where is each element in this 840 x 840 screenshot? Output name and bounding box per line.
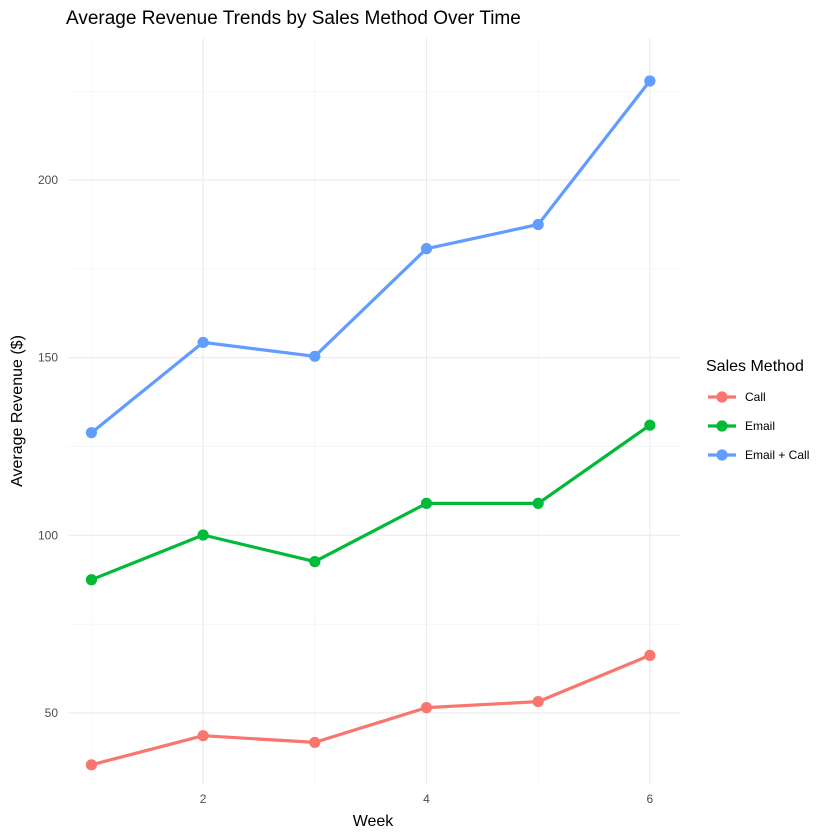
y-tick-label: 100 (38, 528, 58, 542)
data-point-email-call (309, 350, 321, 362)
legend-item-call: Call (708, 390, 766, 404)
data-point-email-call (85, 427, 98, 439)
grid (68, 38, 680, 784)
data-point-email (644, 419, 656, 431)
data-point-email (420, 497, 433, 509)
data-point-call (197, 730, 209, 742)
data-point-call (309, 736, 321, 749)
legend-label: Call (745, 390, 766, 404)
series-email-call (85, 75, 656, 439)
series-call (85, 649, 656, 771)
series-line-email (90, 423, 651, 582)
series-layer (85, 75, 656, 771)
legend-title: Sales Method (706, 358, 804, 375)
y-axis-title: Average Revenue ($) (9, 335, 26, 487)
legend-key-point (716, 420, 728, 432)
series-line-email-call (90, 80, 652, 434)
data-point-email (532, 497, 544, 509)
data-point-call (85, 759, 98, 771)
x-tick-label: 4 (423, 792, 430, 806)
data-point-email-call (644, 75, 656, 87)
data-point-email-call (532, 218, 544, 231)
series-line-call (91, 653, 651, 767)
legend-item-email-call: Email + Call (708, 448, 809, 462)
x-axis-ticks: 2 4 6 (200, 792, 654, 806)
chart-title: Average Revenue Trends by Sales Method O… (66, 8, 521, 29)
data-point-email (85, 574, 98, 586)
legend-label: Email (745, 419, 775, 433)
y-axis-ticks: 50 100 150 200 (38, 173, 58, 720)
legend-label: Email + Call (745, 448, 809, 462)
x-axis-title: Week (353, 813, 395, 830)
series-email (85, 419, 656, 586)
legend-item-email: Email (708, 419, 775, 433)
data-point-call (644, 649, 656, 662)
y-tick-label: 200 (38, 173, 58, 187)
y-tick-label: 150 (38, 351, 58, 365)
x-tick-label: 2 (200, 792, 207, 806)
data-point-email-call (197, 336, 209, 349)
data-point-email (309, 556, 321, 568)
legend: Sales Method Call Email Email + Call (706, 358, 809, 462)
data-point-call (420, 702, 433, 714)
data-point-email-call (420, 243, 433, 255)
data-point-email (197, 529, 209, 541)
legend-key-point (716, 391, 728, 403)
data-point-call (532, 695, 544, 708)
x-tick-label: 6 (647, 792, 654, 806)
legend-key-point (716, 449, 728, 461)
y-tick-label: 50 (45, 706, 59, 720)
